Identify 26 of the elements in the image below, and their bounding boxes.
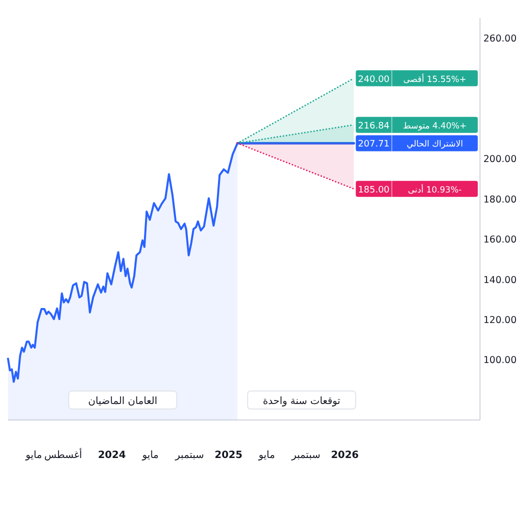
x-tick-label: مايو	[24, 450, 42, 461]
y-tick-label: 180.00	[483, 194, 517, 206]
x-tick-label: سبتمبر	[290, 450, 320, 461]
x-tick-label: 2024	[98, 450, 126, 461]
text: الاشتراك الحالي	[406, 140, 463, 150]
annotation: العامان الماضيان	[88, 396, 158, 407]
y-tick-label: 140.00	[483, 274, 517, 286]
annotation: توقعات سنة واحدة	[262, 396, 341, 407]
data-label: 240.00	[358, 74, 390, 85]
data-label: 185.00	[358, 185, 390, 196]
y-tick-label: 260.00	[483, 34, 517, 45]
y-tick-label: 120.00	[483, 315, 517, 326]
y-tick-label: 200.00	[483, 154, 517, 166]
data-label: 216.84	[358, 121, 390, 132]
data-label: 207.71	[358, 140, 390, 150]
text: +4.40% متوسط	[403, 121, 467, 132]
x-tick-label: مايو	[141, 450, 159, 461]
x-tick-label: سبتمبر	[174, 450, 204, 461]
x-tick-label: مايو	[258, 450, 275, 461]
x-tick-label: 2025	[214, 450, 242, 461]
y-tick-label: 160.00	[483, 234, 517, 246]
text: +15.55% أقصى	[403, 72, 466, 85]
text: -10.93% أدنى	[408, 183, 462, 196]
x-tick-label: أغسطس	[44, 448, 82, 461]
x-tick-label: 2026	[330, 450, 359, 461]
y-tick-label: 100.00	[483, 355, 517, 366]
